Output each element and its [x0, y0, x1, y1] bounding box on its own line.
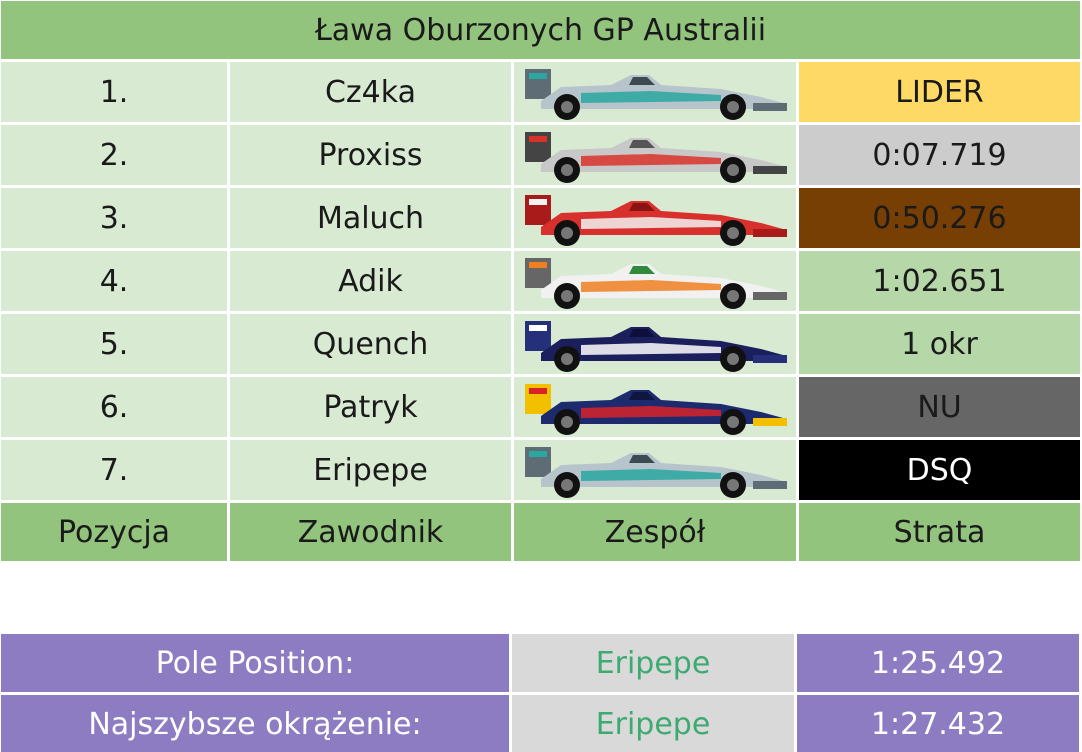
table-row: 3. Maluch 0:50.276 [1, 188, 1081, 248]
table-row: 5. Quench 1 okr [1, 314, 1081, 374]
table-row: 2. Proxiss 0:07.719 [1, 125, 1081, 185]
header-driver: Zawodnik [230, 503, 511, 561]
summary-table: Pole Position: Eripepe 1:25.492 Najszybsze … [0, 631, 1082, 752]
mercedes-car-icon [525, 69, 787, 120]
results-rows: 1. Cz4ka LIDER 2. Proxiss 0:07.719 3. Maluch 0:5… [1, 62, 1081, 500]
driver-cell: Cz4ka [230, 62, 511, 122]
table-row: 4. Adik 1:02.651 [1, 251, 1081, 311]
header-position: Pozycja [1, 503, 227, 561]
gap-cell: NU [799, 377, 1081, 437]
force-india-car-icon [525, 258, 787, 309]
williams-car-icon [525, 321, 787, 372]
gap-cell: LIDER [799, 62, 1081, 122]
red-bull-car-icon [525, 384, 787, 435]
team-cell [514, 251, 796, 311]
gap-cell: 0:50.276 [799, 188, 1081, 248]
driver-cell: Patryk [230, 377, 511, 437]
position-cell: 4. [1, 251, 227, 311]
driver-cell: Eripepe [230, 440, 511, 500]
summary-time: 1:27.432 [797, 695, 1079, 752]
table-row: 7. Eripepe DSQ [1, 440, 1081, 500]
header-team: Zespół [514, 503, 796, 561]
driver-cell: Quench [230, 314, 511, 374]
mclaren-car-icon [525, 132, 787, 183]
team-cell [514, 314, 796, 374]
gap-cell: 1 okr [799, 314, 1081, 374]
table-title: Ława Oburzonych GP Australii [1, 1, 1081, 59]
gap-cell: DSQ [799, 440, 1081, 500]
summary-time: 1:25.492 [797, 634, 1079, 692]
table-row: 6. Patryk NU [1, 377, 1081, 437]
gap-cell: 1:02.651 [799, 251, 1081, 311]
summary-label: Pole Position: [1, 634, 509, 692]
position-cell: 1. [1, 62, 227, 122]
gap-cell: 0:07.719 [799, 125, 1081, 185]
summary-label: Najszybsze okrążenie: [1, 695, 509, 752]
team-cell [514, 188, 796, 248]
position-cell: 6. [1, 377, 227, 437]
position-cell: 3. [1, 188, 227, 248]
summary-driver: Eripepe [512, 695, 794, 752]
position-cell: 2. [1, 125, 227, 185]
summary-row: Najszybsze okrążenie: Eripepe 1:27.432 [1, 695, 1079, 752]
team-cell [514, 440, 796, 500]
summary-driver: Eripepe [512, 634, 794, 692]
position-cell: 7. [1, 440, 227, 500]
driver-cell: Adik [230, 251, 511, 311]
ferrari-car-icon [525, 195, 787, 246]
driver-cell: Maluch [230, 188, 511, 248]
team-cell [514, 62, 796, 122]
team-cell [514, 125, 796, 185]
results-table: Ława Oburzonych GP Australii 1. Cz4ka LIDE… [1, 1, 1081, 561]
header-gap: Strata [799, 503, 1081, 561]
position-cell: 5. [1, 314, 227, 374]
mercedes-car-icon [525, 447, 787, 498]
summary-row: Pole Position: Eripepe 1:25.492 [1, 634, 1079, 692]
driver-cell: Proxiss [230, 125, 511, 185]
team-cell [514, 377, 796, 437]
table-row: 1. Cz4ka LIDER [1, 62, 1081, 122]
